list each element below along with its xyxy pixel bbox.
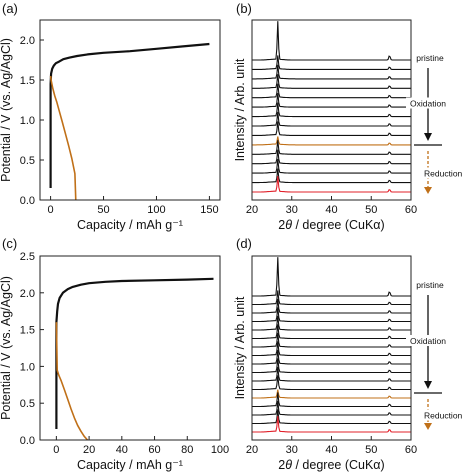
xrd-pattern-oxidation (252, 111, 411, 127)
panel-d: (d) 20 30 40 50 60 2θ / degree (CuKα) Intensity… (233, 236, 470, 472)
xrd-pattern-oxidation (252, 64, 411, 80)
pristine-label: pristine (416, 280, 444, 290)
x-tick-label: 30 (286, 204, 298, 216)
y-tick-label: 2.0 (20, 35, 35, 47)
x-tick-label: 40 (325, 444, 337, 456)
panel-label: (b) (236, 1, 252, 16)
y-tick-label: 0.0 (20, 435, 35, 447)
y-tick-label: 0.5 (20, 398, 35, 410)
x-tick-label: 0 (53, 444, 59, 456)
pristine-label: pristine (416, 53, 444, 63)
oxidation-arrow-head (424, 133, 432, 141)
oxidation-arrow-head (424, 381, 432, 389)
xrd-pattern-reduction (252, 389, 411, 399)
y-axis-label: Intensity / Arb. unit (233, 296, 247, 399)
xrd-pattern-oxidation (252, 332, 411, 348)
y-axis-label: Intensity / Arb. unit (233, 58, 247, 161)
xrd-pattern-oxidation (252, 55, 411, 70)
x-tick-label: 40 (116, 444, 128, 456)
reduction-label: Reduction (424, 411, 463, 421)
reduction-label: Reduction (424, 169, 463, 179)
x-tick-label: 20 (246, 444, 258, 456)
panel-label: (d) (236, 236, 252, 251)
y-tick-label: 0.0 (20, 195, 35, 207)
series-oxidation-curve (49, 42, 210, 188)
xrd-pattern-oxidation (252, 409, 411, 425)
x-tick-label: 60 (405, 444, 417, 456)
x-tick-label: 40 (325, 204, 337, 216)
xrd-pattern-oxidation (252, 349, 411, 365)
x-tick-label: 50 (365, 444, 377, 456)
panel-label: (c) (2, 236, 17, 251)
oxidation-label: Oxidation (410, 336, 446, 346)
xrd-pattern-oxidation (252, 400, 411, 416)
xrd-pattern-oxidation (252, 121, 411, 136)
y-tick-label: 1.0 (20, 361, 35, 373)
x-tick-label: 50 (365, 204, 377, 216)
xrd-pattern-reduction (252, 136, 411, 146)
xrd-pattern-final (252, 415, 411, 433)
x-tick-label: 0 (48, 204, 54, 216)
xrd-pattern-oxidation (252, 83, 411, 99)
xrd-pattern-oxidation (252, 149, 411, 165)
panel-c: (c) 0 20 40 60 80 100 0.0 0.5 1.0 1.5 2.0 2.5 Capacit… (0, 236, 229, 472)
y-tick-label: 1.5 (20, 325, 35, 337)
series-oxidation-curve (55, 277, 214, 429)
xrd-pattern-oxidation (252, 93, 411, 108)
xrd-pattern-oxidation (252, 315, 411, 331)
x-axis-label: 2θ / degree (CuKα) (278, 458, 384, 472)
y-tick-label: 2.5 (20, 251, 35, 263)
reduction-arrow-head (424, 423, 432, 430)
x-tick-label: 80 (181, 444, 193, 456)
oxidation-label: Oxidation (410, 99, 446, 109)
x-tick-label: 20 (246, 204, 258, 216)
y-tick-label: 1.0 (20, 115, 35, 127)
xrd-pattern-oxidation (252, 290, 411, 306)
xrd-pattern-oxidation (252, 324, 411, 340)
xrd-pattern-oxidation (252, 257, 411, 297)
xrd-pattern-oxidation (252, 366, 411, 382)
series-reduction-curve (55, 322, 89, 440)
plot-frame (39, 255, 221, 441)
x-axis-label: 2θ / degree (CuKα) (278, 218, 384, 232)
x-axis-label: Capacity / mAh g⁻¹ (77, 218, 183, 232)
xrd-pattern-oxidation (252, 298, 411, 314)
panel-b: (b) 20 30 40 50 60 2θ / degree (CuKα) Intensity… (233, 1, 470, 232)
xrd-pattern-oxidation (252, 159, 411, 174)
xrd-pattern-oxidation (252, 341, 411, 357)
x-tick-label: 60 (405, 204, 417, 216)
xrd-pattern-oxidation (252, 21, 411, 61)
plot-frame (39, 19, 221, 201)
x-tick-label: 100 (147, 204, 165, 216)
x-tick-label: 20 (83, 444, 95, 456)
panel-label: (a) (2, 1, 18, 16)
y-tick-label: 0.5 (20, 155, 35, 167)
x-axis-label: Capacity / mAh g⁻¹ (77, 458, 183, 472)
xrd-pattern-oxidation (252, 392, 411, 408)
x-tick-label: 100 (211, 444, 229, 456)
xrd-pattern-oxidation (252, 168, 411, 184)
xrd-pattern-oxidation (252, 74, 411, 89)
y-axis-label: Potential / V (vs. Ag/AgCl) (0, 276, 13, 420)
xrd-pattern-oxidation (252, 375, 411, 391)
y-axis-label: Potential / V (vs. Ag/AgCl) (0, 38, 13, 182)
x-tick-label: 50 (97, 204, 109, 216)
xrd-pattern-oxidation (252, 307, 411, 323)
xrd-pattern-oxidation (252, 140, 411, 155)
reduction-arrow-head (424, 187, 432, 194)
x-tick-label: 150 (200, 204, 218, 216)
panel-a: (a) 0 50 100 150 0.0 0.5 1.0 1.5 2.0 Capacity / mA… (0, 1, 221, 232)
xrd-pattern-oxidation (252, 102, 411, 118)
series-reduction-curve (49, 75, 77, 200)
y-tick-label: 2.0 (20, 288, 35, 300)
xrd-pattern-final (252, 175, 411, 193)
x-tick-label: 60 (148, 444, 160, 456)
x-tick-label: 30 (286, 444, 298, 456)
y-tick-label: 1.5 (20, 75, 35, 87)
xrd-pattern-oxidation (252, 358, 411, 374)
